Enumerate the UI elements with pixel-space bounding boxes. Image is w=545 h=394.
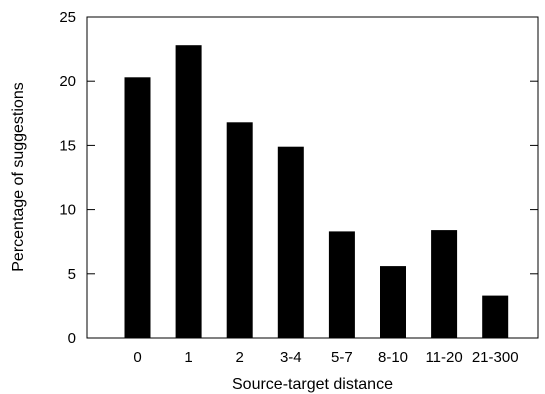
x-tick-label: 0 <box>133 349 141 366</box>
bar-11-20 <box>431 230 458 338</box>
plot-frame <box>86 16 539 339</box>
x-axis-title: Source-target distance <box>232 376 393 393</box>
y-tick-label: 0 <box>68 330 76 347</box>
y-tick-label: 20 <box>59 73 76 90</box>
y-tick-label: 5 <box>68 266 76 283</box>
y-axis: 0 5 10 15 20 25 <box>59 9 538 347</box>
x-axis: 0 1 2 3-4 5-7 8-10 11-20 21-300 <box>133 349 518 366</box>
bar-2 <box>226 122 253 338</box>
x-tick-label: 2 <box>236 349 244 366</box>
x-tick-label: 1 <box>184 349 192 366</box>
bar-21-300 <box>482 295 509 338</box>
bar-5-7 <box>328 231 355 338</box>
y-tick-label: 15 <box>59 137 76 154</box>
x-tick-label: 11-20 <box>425 349 462 366</box>
y-tick-label: 10 <box>59 202 76 219</box>
y-axis-title: Percentage of suggestions <box>10 82 27 271</box>
bar-3-4 <box>277 146 304 338</box>
bar-0 <box>124 77 151 339</box>
y-tick-label: 25 <box>59 9 76 26</box>
x-tick-label: 21-300 <box>472 349 519 366</box>
x-tick-label: 8-10 <box>378 349 408 366</box>
x-tick-label: 3-4 <box>280 349 302 366</box>
bar-1 <box>175 45 202 338</box>
x-tick-label: 5-7 <box>331 349 353 366</box>
bars-group <box>124 45 509 339</box>
bar-8-10 <box>380 266 406 338</box>
